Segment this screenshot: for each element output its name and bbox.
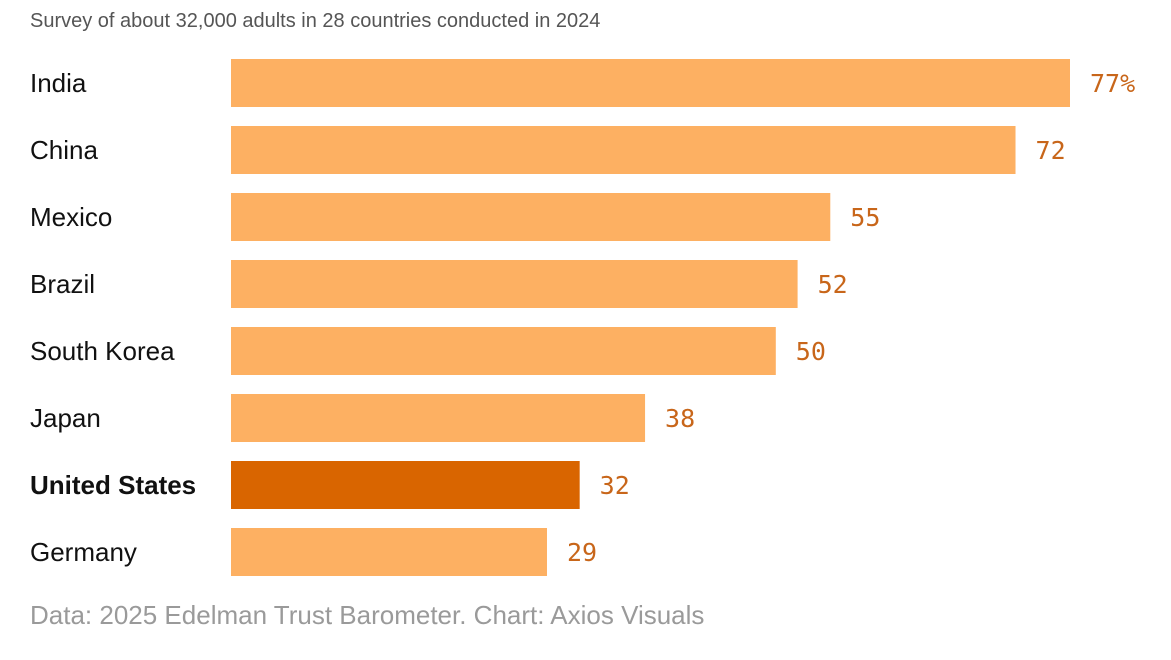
category-label-mexico: Mexico	[30, 202, 112, 232]
category-label-united-states: United States	[30, 470, 196, 500]
source-note: Data: 2025 Edelman Trust Barometer. Char…	[30, 600, 705, 630]
value-label-brazil: 52	[818, 270, 848, 299]
value-label-germany: 29	[567, 538, 597, 567]
value-label-mexico: 55	[850, 203, 880, 232]
value-label-china: 72	[1036, 136, 1066, 165]
category-label-south-korea: South Korea	[30, 336, 175, 366]
bar-united-states	[231, 461, 580, 509]
category-label-germany: Germany	[30, 537, 137, 567]
category-label-india: India	[30, 68, 87, 98]
bar-japan	[231, 394, 646, 442]
bar-brazil	[231, 260, 798, 308]
category-label-japan: Japan	[30, 403, 101, 433]
bar-south-korea	[231, 327, 776, 375]
chart-subtitle: Survey of about 32,000 adults in 28 coun…	[30, 10, 601, 32]
category-label-brazil: Brazil	[30, 269, 95, 299]
value-label-south-korea: 50	[796, 337, 826, 366]
bar-india	[231, 59, 1070, 107]
bars-layer: India 77% China 72 Mexico 55 Brazil 52 South Kor…	[30, 59, 1135, 576]
bar-germany	[231, 528, 547, 576]
value-label-japan: 38	[665, 404, 695, 433]
value-label-united-states: 32	[600, 471, 630, 500]
bar-mexico	[231, 193, 831, 241]
value-label-india: 77%	[1090, 69, 1135, 98]
category-label-china: China	[30, 135, 98, 165]
bar-china	[231, 126, 1016, 174]
